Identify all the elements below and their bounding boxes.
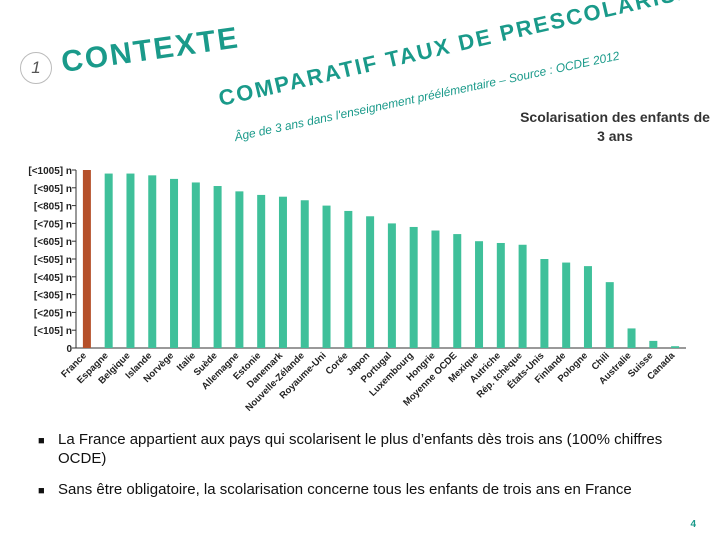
bar-luxembourg [409,226,418,348]
bar-allemagne [235,191,244,348]
bar-pologne [583,266,592,348]
bar-portugal [387,223,396,348]
bar-islande [148,175,157,348]
bar-australie [627,328,636,348]
chart-side-title: Scolarisation des enfants de 3 ans [520,109,710,144]
bullet-list: ■ La France appartient aux pays qui scol… [38,430,698,513]
bar-cor-e [344,210,353,348]
bar-italie [191,182,200,348]
bar-finlande [562,262,571,348]
bar-norv-ge [170,178,179,348]
slide-heading: COMPARATIF TAUX DE PRESCOLARISATION [216,0,720,112]
bullet-text: Sans être obligatoire, la scolarisation … [58,481,632,498]
y-tick-label: [<205] n [34,308,72,319]
y-tick-label: [<505] n [34,255,72,266]
bar-france [82,170,91,348]
bar-su-de [213,186,222,348]
bullet-text: La France appartient aux pays qui scolar… [58,431,663,467]
bullet-item: ■ Sans être obligatoire, la scolarisatio… [38,480,698,501]
bar-suisse [649,340,658,348]
bar-royaume-uni [322,205,331,348]
bar-chart: 0 [<105] n [<205] n [<305] n [<405] n [<505] … [28,166,686,414]
bar-danemark [278,196,287,348]
bar--tats-unis [540,259,549,348]
bullet-marker-icon: ■ [38,485,45,497]
slide-title: CONTEXTE [59,21,242,80]
y-tick-label: [<705] n [34,219,72,230]
bar-moyenne-ocde [453,234,462,348]
bar-autriche [496,242,505,348]
bar-canada [671,346,680,348]
y-tick-label: [<305] n [34,291,72,302]
bar-mexique [475,241,484,348]
section-number-badge: 1 [20,52,52,84]
y-tick-label: [<905] n [34,184,72,195]
bar-nouvelle-z-lande [300,200,309,348]
bar-belgique [126,173,135,348]
bullet-item: ■ La France appartient aux pays qui scol… [38,430,698,468]
y-tick-label: [<1005] n [28,166,72,177]
bar-japon [366,216,375,348]
bar-hongrie [431,230,440,348]
y-tick-label: [<805] n [34,202,72,213]
bar-r-p-tch-que [518,244,527,348]
bar-espagne [104,173,113,348]
y-tick-label: [<605] n [34,237,72,248]
page-number: 4 [690,519,696,530]
y-tick-label: 0 [66,344,72,355]
bar-estonie [257,194,266,348]
y-tick-label: [<405] n [34,273,72,284]
y-tick-label: [<105] n [34,326,72,337]
bar-chili [605,282,614,348]
bullet-marker-icon: ■ [38,435,45,447]
